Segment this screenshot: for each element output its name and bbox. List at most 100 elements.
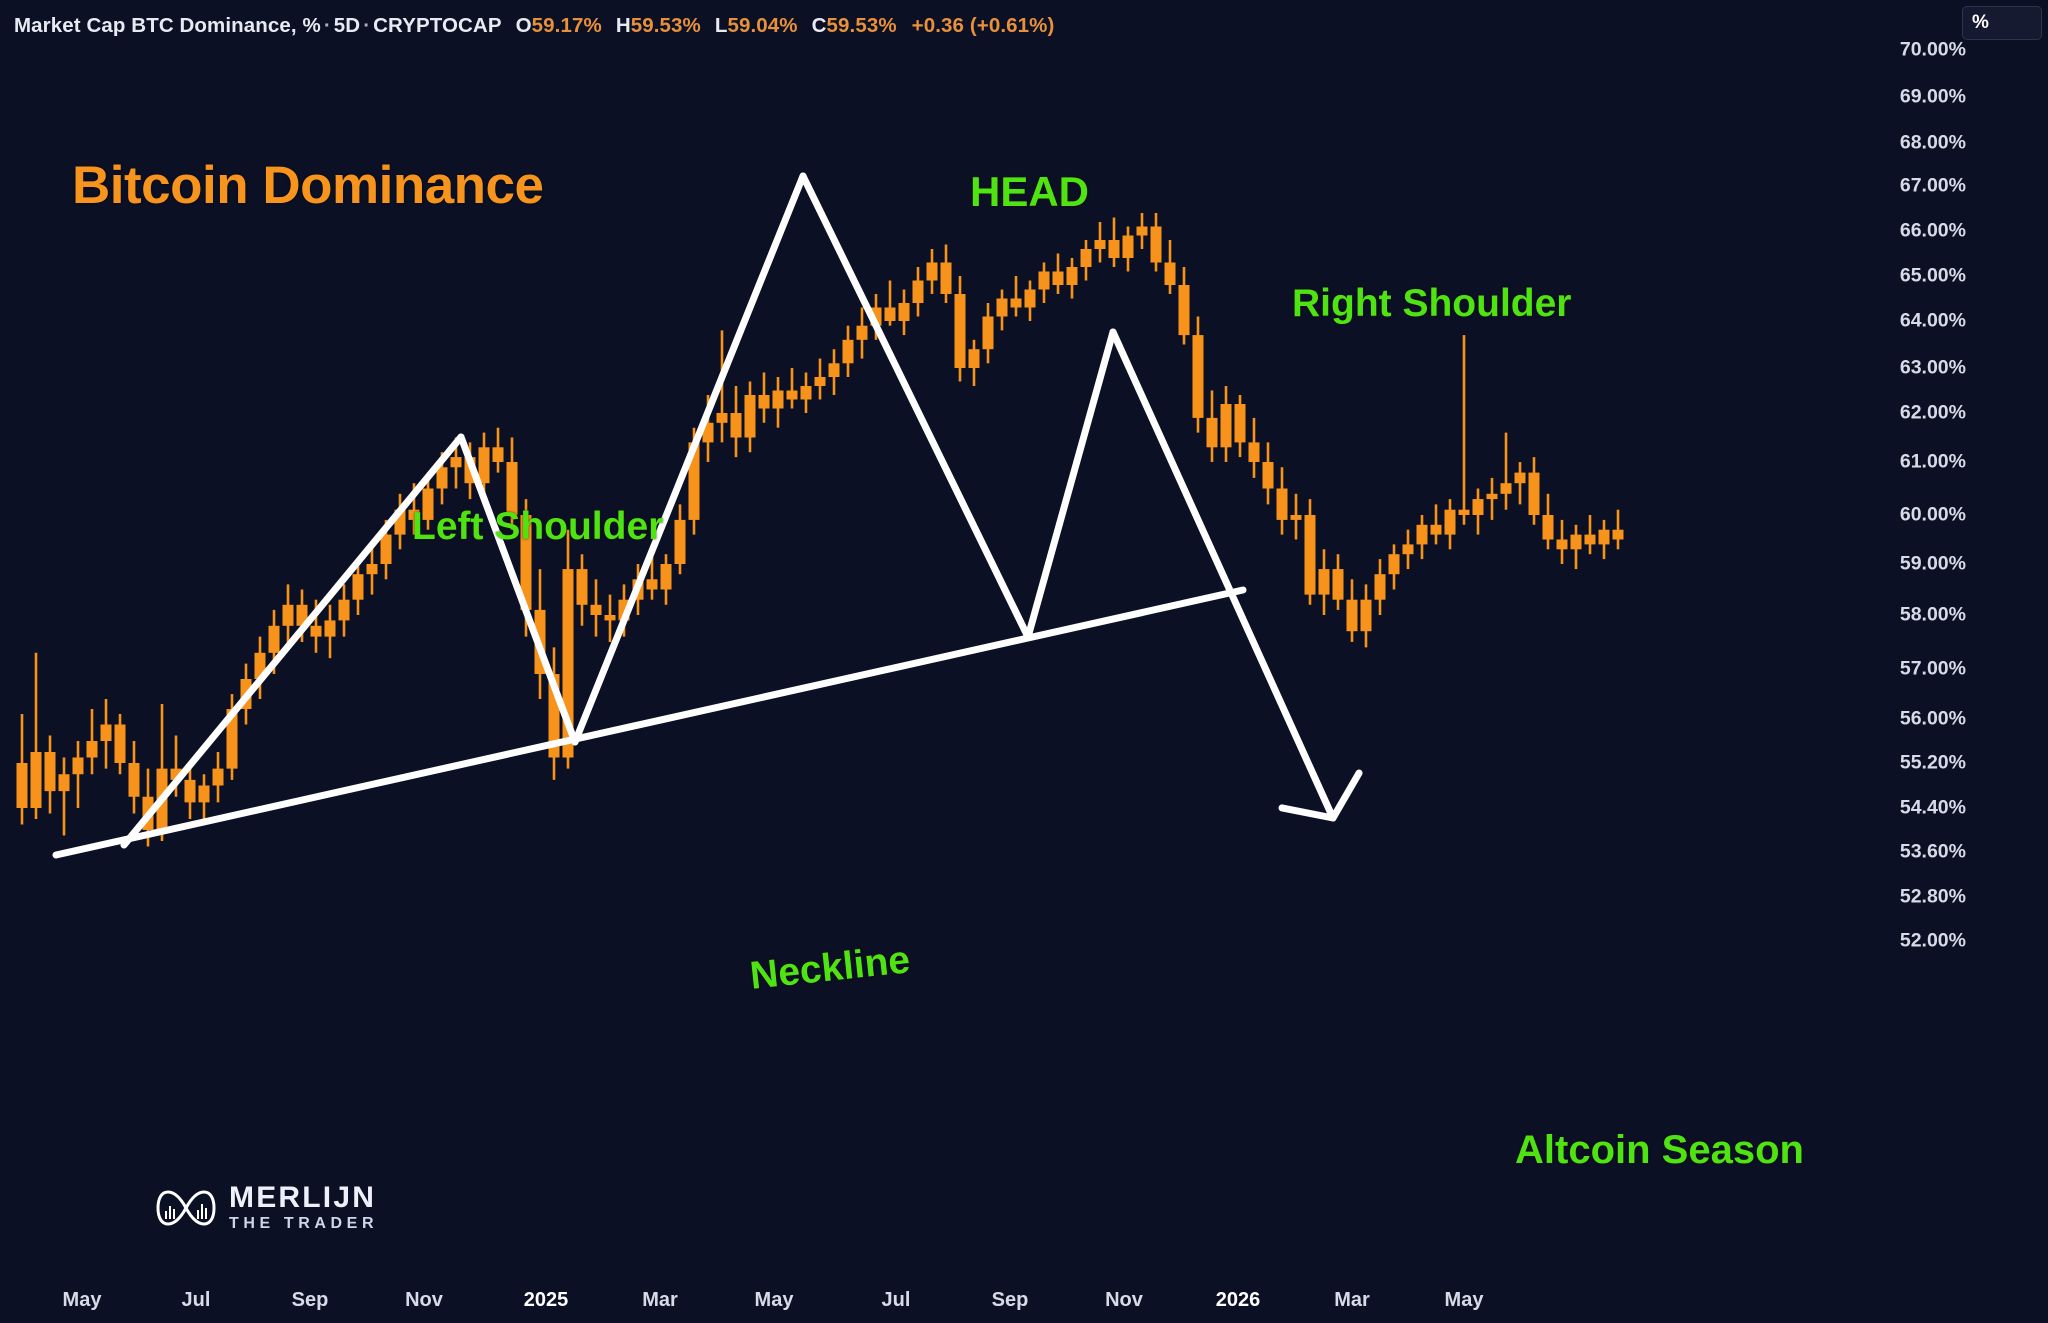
logo-line-2: THE TRADER [229,1215,379,1232]
candle [1108,217,1120,267]
price-tick-0: 70.00% [1899,38,1966,61]
candle [226,694,238,780]
candle [912,267,924,317]
candle [1402,529,1414,570]
candle [352,559,364,615]
candle [1248,417,1260,478]
logo-line-1: MERLIJN [229,1181,377,1214]
time-tick-2: Sep [291,1289,329,1311]
candle [1304,499,1316,605]
low-value: 59.04% [727,14,798,37]
candle [758,372,770,423]
candle [828,349,840,395]
candle [1024,280,1036,321]
candle [114,714,126,775]
price-tick-6: 64.00% [1899,309,1966,332]
candle [660,554,672,605]
candle [814,358,826,400]
candle [16,714,28,825]
drawing-head-up[interactable] [571,172,807,746]
candle [1262,442,1274,505]
candle [506,437,518,530]
price-tick-19: 52.00% [1899,929,1966,952]
price-tick-15: 55.20% [1899,751,1966,774]
candle [1570,524,1582,570]
high-label: H [615,14,631,37]
infinity-logo-icon [156,1189,216,1226]
high-value: 59.53% [630,14,701,37]
annotation-bitcoin-dominance: Bitcoin Dominance [72,156,544,215]
drawing-neckline[interactable] [52,586,1247,859]
candle [674,504,686,575]
candle [968,339,980,386]
candle [1066,258,1078,299]
candle [1514,462,1526,505]
candle [1220,386,1232,462]
candle [744,381,756,453]
drawing-breakdown-arrow[interactable] [1109,328,1337,822]
candle [1458,335,1470,525]
price-axis-unit-badge[interactable]: % [1962,6,2042,40]
open-label: O [515,14,532,37]
price-tick-11: 59.00% [1899,552,1966,575]
drawing-head-down[interactable] [799,172,1032,641]
candle [1164,240,1176,294]
time-axis[interactable]: May Jul Sep Nov 2025 Mar May Jul Sep Nov 2026 Mar Ma… [0,1283,1960,1323]
annotation-left-shoulder: Left Shoulder [412,505,664,548]
candle [1192,316,1204,433]
candle [184,763,196,819]
merlijn-watermark: MERLIJN THE TRADER [155,1183,378,1232]
drawing-right-shoulder-up[interactable] [1024,328,1117,641]
price-axis[interactable]: % 70.00% 69.00% 68.00% 67.00% 66.00% 65.00% 64… [1900,0,2048,1283]
exchange-label[interactable]: CRYPTOCAP [373,14,502,37]
open-value: 59.17% [531,14,602,37]
price-tick-16: 54.40% [1899,796,1966,819]
price-tick-13: 57.00% [1899,657,1966,680]
candle [1052,253,1064,294]
candle [1486,477,1498,520]
candle [772,377,784,428]
candle [842,325,854,377]
candle [366,544,378,595]
candle [492,427,504,473]
candle [856,307,868,359]
candle [884,280,896,326]
logo-wordmark: MERLIJN THE TRADER [229,1183,378,1232]
candle [1150,213,1162,272]
candle [1332,554,1344,610]
time-tick-10: 2026 [1215,1289,1261,1311]
candle [996,289,1008,331]
low-label: L [714,14,728,37]
candle [58,757,70,836]
candle [324,604,336,659]
symbol-title[interactable]: Market Cap BTC Dominance, % [14,14,321,37]
price-tick-4: 66.00% [1899,219,1966,242]
candle [198,774,210,819]
candle [1598,519,1610,560]
candle [548,647,560,780]
candle [30,652,42,819]
interval-label[interactable]: 5D [333,14,361,37]
price-tick-14: 56.00% [1899,707,1966,730]
candle [1234,395,1246,458]
candle [1542,493,1554,550]
drawing-left-shoulder-down[interactable] [457,433,579,746]
drawing-left-shoulder-up[interactable] [120,433,465,849]
chart-plot-area[interactable] [0,40,1960,1283]
candle [338,584,350,637]
candle [926,249,938,294]
annotation-head: HEAD [970,168,1090,215]
candle [1388,544,1400,590]
candle [800,372,812,413]
close-label: C [811,14,827,37]
time-tick-0: May [62,1289,102,1311]
arrow-head [1278,769,1363,822]
time-tick-12: May [1444,1289,1484,1311]
time-tick-5: Mar [642,1289,678,1311]
candle [1178,267,1190,345]
candle [1430,504,1442,545]
time-tick-7: Jul [881,1289,911,1311]
candle [1528,457,1540,525]
time-tick-4: 2025 [523,1289,569,1311]
